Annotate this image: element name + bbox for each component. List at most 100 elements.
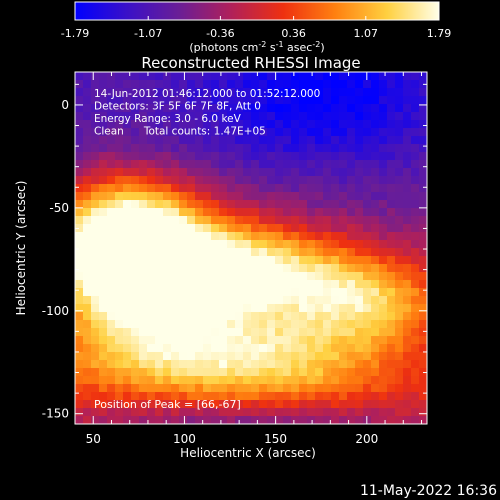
heatmap-cell (299, 192, 308, 201)
heatmap-cell (155, 136, 164, 145)
heatmap-cell (243, 216, 252, 225)
heatmap-cell (83, 232, 92, 241)
heatmap-cell (259, 232, 268, 241)
heatmap-cell (379, 376, 388, 385)
heatmap-cell (291, 368, 300, 377)
heatmap-cell (251, 112, 260, 121)
heatmap-cell (307, 192, 316, 201)
heatmap-cell (211, 264, 220, 273)
heatmap-cell (147, 184, 156, 193)
heatmap-cell (307, 400, 316, 409)
heatmap-cell (75, 320, 84, 329)
heatmap-cell (179, 112, 188, 121)
heatmap-cell (283, 176, 292, 185)
heatmap-cell (299, 360, 308, 369)
heatmap-cell (395, 352, 404, 361)
heatmap-cell (403, 176, 412, 185)
heatmap-cell (91, 256, 100, 265)
heatmap-cell (291, 192, 300, 201)
heatmap-cell (219, 344, 228, 353)
heatmap-cell (355, 400, 364, 409)
heatmap-cell (147, 288, 156, 297)
heatmap-cell (235, 352, 244, 361)
heatmap-cell (171, 176, 180, 185)
heatmap-cell (227, 152, 236, 161)
heatmap-cell (115, 184, 124, 193)
heatmap-cell (283, 280, 292, 289)
heatmap-cell (83, 168, 92, 177)
heatmap-cell (155, 152, 164, 161)
heatmap-cell (259, 120, 268, 129)
heatmap-cell (379, 320, 388, 329)
heatmap-cell (291, 144, 300, 153)
heatmap-cell (395, 416, 404, 424)
heatmap-cell (355, 136, 364, 145)
heatmap-cell (75, 208, 84, 217)
heatmap-cell (395, 128, 404, 137)
heatmap-cell (179, 248, 188, 257)
heatmap-cell (379, 296, 388, 305)
heatmap-cell (123, 208, 132, 217)
heatmap-cell (363, 208, 372, 217)
heatmap-cell (187, 136, 196, 145)
heatmap-cell (283, 112, 292, 121)
heatmap-cell (387, 304, 396, 313)
heatmap-cell (123, 288, 132, 297)
heatmap-cell (339, 176, 348, 185)
heatmap-cell (371, 88, 380, 97)
heatmap-cell (235, 104, 244, 113)
heatmap-cell (403, 320, 412, 329)
heatmap-cell (195, 288, 204, 297)
heatmap-cell (283, 192, 292, 201)
heatmap-cell (331, 240, 340, 249)
heatmap-cell (267, 224, 276, 233)
heatmap-cell (187, 288, 196, 297)
heatmap-cell (307, 80, 316, 89)
heatmap-cell (203, 336, 212, 345)
heatmap-cell (307, 144, 316, 153)
heatmap-cell (83, 208, 92, 217)
heatmap-cell (259, 360, 268, 369)
heatmap-cell (139, 280, 148, 289)
heatmap-cell (259, 256, 268, 265)
heatmap-cell (283, 336, 292, 345)
heatmap-cell (323, 392, 332, 401)
heatmap-cell (347, 240, 356, 249)
heatmap-cell (203, 384, 212, 393)
heatmap-cell (99, 328, 108, 337)
heatmap-cell (275, 192, 284, 201)
heatmap-cell (107, 144, 116, 153)
heatmap-cell (195, 280, 204, 289)
heatmap-cell (211, 152, 220, 161)
heatmap-cell (411, 128, 420, 137)
heatmap-cell (131, 288, 140, 297)
heatmap-cell (75, 312, 84, 321)
heatmap-cell (211, 400, 220, 409)
heatmap-cell (355, 208, 364, 217)
heatmap-cell (91, 128, 100, 137)
heatmap-cell (179, 144, 188, 153)
heatmap-cell (179, 120, 188, 129)
heatmap-cell (307, 136, 316, 145)
heatmap-cell (395, 280, 404, 289)
heatmap-cell (187, 176, 196, 185)
heatmap-cell (203, 104, 212, 113)
heatmap-cell (323, 304, 332, 313)
heatmap-cell (131, 80, 140, 89)
heatmap-cell (235, 296, 244, 305)
heatmap-cell (83, 176, 92, 185)
heatmap-cell (323, 408, 332, 417)
heatmap-cell (107, 208, 116, 217)
heatmap-cell (227, 392, 236, 401)
heatmap-cell (227, 280, 236, 289)
heatmap-cell (339, 224, 348, 233)
heatmap-cell (395, 376, 404, 385)
heatmap-cell (275, 240, 284, 249)
heatmap-cell (195, 104, 204, 113)
heatmap-cell (411, 200, 420, 209)
heatmap-cell (339, 416, 348, 424)
heatmap-cell (147, 176, 156, 185)
heatmap-cell (259, 304, 268, 313)
heatmap-cell (115, 176, 124, 185)
heatmap-cell (291, 208, 300, 217)
